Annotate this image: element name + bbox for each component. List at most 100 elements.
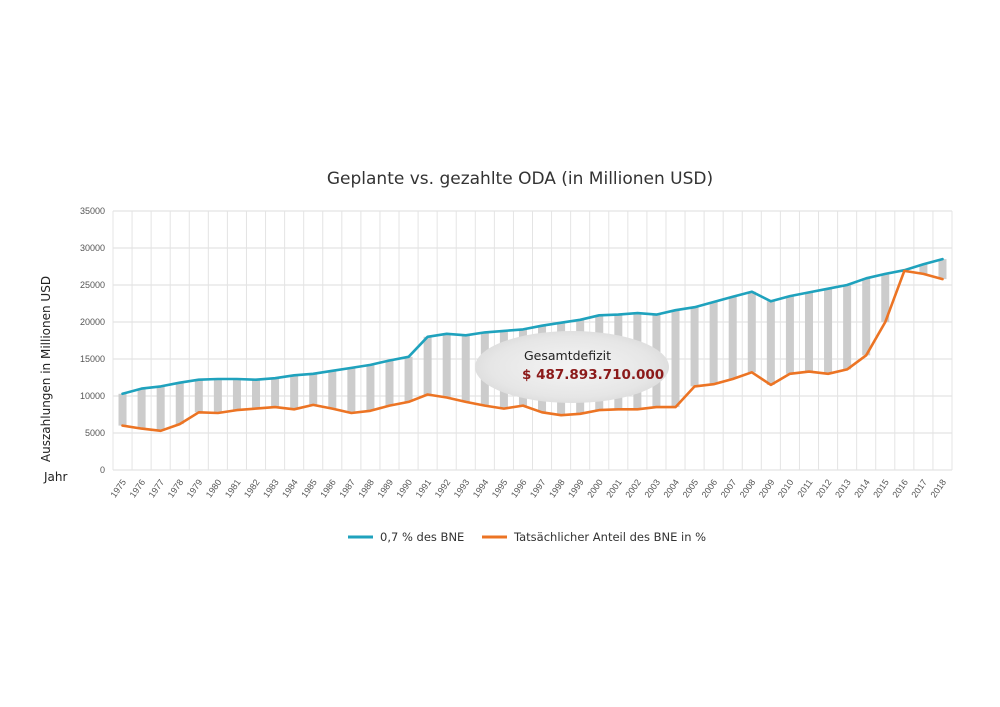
y-axis-ticks: 0 5000 10000 15000 20000 25000 30000 35000 bbox=[80, 206, 105, 475]
y-tick-label-5: 25000 bbox=[80, 280, 105, 290]
x-tick-label-30: 2005 bbox=[681, 477, 701, 499]
chart-title: Geplante vs. gezahlte ODA (in Millionen … bbox=[327, 169, 713, 189]
gap-bar-1975 bbox=[118, 393, 127, 426]
series-line-1 bbox=[121, 269, 944, 433]
y-tick-label-4: 20000 bbox=[80, 317, 105, 327]
gap-bar-2005 bbox=[690, 307, 699, 387]
x-tick-label-13: 1988 bbox=[356, 477, 376, 499]
gridlines bbox=[112, 210, 953, 471]
x-tick-label-25: 2000 bbox=[585, 477, 605, 499]
series-lines bbox=[121, 257, 944, 433]
x-tick-label-10: 1985 bbox=[299, 477, 319, 499]
gap-bar-1981 bbox=[232, 378, 241, 411]
y-tick-label-1: 5000 bbox=[85, 428, 105, 438]
y-tick-label-6: 30000 bbox=[80, 243, 105, 253]
gap-bar-1980 bbox=[213, 378, 222, 414]
annotation-label: Gesamtdefizit bbox=[524, 348, 611, 363]
gap-bar-1986 bbox=[328, 370, 337, 409]
gap-bar-1988 bbox=[366, 364, 375, 411]
x-tick-label-22: 1997 bbox=[528, 477, 548, 499]
x-tick-label-21: 1996 bbox=[509, 477, 529, 499]
x-tick-label-2: 1977 bbox=[147, 477, 167, 499]
x-tick-label-29: 2004 bbox=[661, 477, 681, 499]
x-tick-label-31: 2006 bbox=[700, 477, 720, 499]
x-tick-label-12: 1987 bbox=[337, 477, 357, 499]
x-tick-label-3: 1978 bbox=[166, 477, 186, 499]
x-tick-label-7: 1982 bbox=[242, 477, 262, 499]
x-tick-label-40: 2015 bbox=[871, 477, 891, 499]
x-axis-label: Jahr bbox=[43, 470, 67, 484]
y-tick-label-0: 0 bbox=[100, 465, 105, 475]
x-tick-label-26: 2001 bbox=[604, 477, 624, 499]
x-tick-label-41: 2016 bbox=[890, 477, 910, 499]
y-tick-label-3: 15000 bbox=[80, 354, 105, 364]
x-tick-label-5: 1980 bbox=[204, 477, 224, 499]
annotation-ellipse bbox=[475, 331, 669, 403]
x-tick-label-33: 2008 bbox=[738, 477, 758, 499]
gap-bar-1983 bbox=[271, 378, 280, 408]
gap-bar-1987 bbox=[347, 367, 356, 414]
x-tick-label-34: 2009 bbox=[757, 477, 777, 499]
x-tick-label-1: 1976 bbox=[128, 477, 148, 499]
gap-bar-2008 bbox=[747, 291, 756, 373]
x-tick-label-23: 1998 bbox=[547, 477, 567, 499]
gap-bar-2018 bbox=[938, 259, 947, 280]
x-tick-label-28: 2003 bbox=[642, 477, 662, 499]
x-tick-label-20: 1995 bbox=[490, 477, 510, 499]
gap-bar-2011 bbox=[804, 292, 813, 372]
gap-bar-1979 bbox=[194, 379, 203, 413]
gap-bar-1976 bbox=[137, 388, 146, 429]
deficit-annotation: Gesamtdefizit $ 487.893.710.000 bbox=[475, 331, 669, 403]
x-tick-label-9: 1984 bbox=[280, 477, 300, 499]
gap-bar-2004 bbox=[671, 310, 680, 408]
x-tick-label-14: 1989 bbox=[375, 477, 395, 499]
x-tick-label-35: 2010 bbox=[776, 477, 796, 499]
x-tick-label-18: 1993 bbox=[452, 477, 472, 499]
annotation-value: $ 487.893.710.000 bbox=[522, 367, 664, 383]
gap-bar-1985 bbox=[309, 373, 318, 405]
x-tick-label-15: 1990 bbox=[395, 477, 415, 499]
x-tick-label-11: 1986 bbox=[318, 477, 338, 499]
x-tick-label-24: 1999 bbox=[566, 477, 586, 499]
x-tick-label-27: 2002 bbox=[623, 477, 643, 499]
gap-bar-1984 bbox=[290, 375, 299, 410]
gap-bar-2015 bbox=[881, 273, 890, 322]
x-tick-label-39: 2014 bbox=[852, 477, 872, 499]
gap-bar-2006 bbox=[709, 302, 718, 385]
legend: 0,7 % des BNE Tatsächlicher Anteil des B… bbox=[348, 530, 706, 544]
x-tick-label-0: 1975 bbox=[108, 477, 128, 499]
gap-bar-2007 bbox=[728, 296, 737, 379]
y-tick-label-7: 35000 bbox=[80, 206, 105, 216]
x-tick-label-19: 1994 bbox=[471, 477, 491, 499]
x-tick-label-38: 2013 bbox=[833, 477, 853, 499]
gap-bar-1977 bbox=[156, 386, 165, 431]
gap-bar-2014 bbox=[862, 278, 871, 356]
x-axis-ticks: 1975 1976 1977 1978 1979 1980 1981 1982 1983 1984… bbox=[108, 477, 948, 499]
gap-bar-2009 bbox=[766, 301, 775, 385]
x-tick-label-43: 2018 bbox=[928, 477, 948, 499]
gap-bar-1982 bbox=[252, 379, 261, 409]
series-line-0 bbox=[121, 257, 944, 396]
x-tick-label-6: 1981 bbox=[223, 477, 243, 499]
gap-bar-2013 bbox=[843, 285, 852, 370]
x-tick-label-42: 2017 bbox=[909, 477, 929, 499]
legend-label-0: 0,7 % des BNE bbox=[380, 530, 464, 544]
gap-bar-2017 bbox=[919, 264, 928, 274]
x-tick-label-37: 2012 bbox=[814, 477, 834, 499]
gap-bar-2010 bbox=[785, 296, 794, 374]
gap-bar-1989 bbox=[385, 360, 394, 406]
gap-bar-1978 bbox=[175, 382, 184, 425]
legend-label-1: Tatsächlicher Anteil des BNE in % bbox=[513, 530, 706, 544]
gap-bar-2012 bbox=[824, 288, 833, 374]
y-tick-label-2: 10000 bbox=[80, 391, 105, 401]
gap-bar-1993 bbox=[461, 335, 470, 402]
x-tick-label-17: 1992 bbox=[433, 477, 453, 499]
gap-bar-1990 bbox=[404, 356, 413, 402]
x-tick-label-8: 1983 bbox=[261, 477, 281, 499]
y-axis-label: Auszahlungen in Millionen USD bbox=[39, 276, 53, 462]
gap-bar-1991 bbox=[423, 336, 432, 395]
x-tick-label-32: 2007 bbox=[719, 477, 739, 499]
x-tick-label-36: 2011 bbox=[795, 477, 814, 499]
x-tick-label-16: 1991 bbox=[414, 477, 434, 499]
